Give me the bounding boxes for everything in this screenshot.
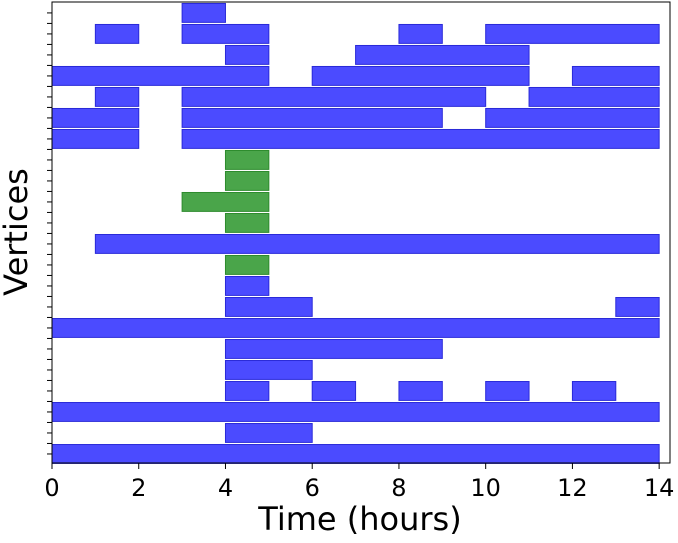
bar-segment xyxy=(224,381,270,401)
bar-segment xyxy=(181,191,270,212)
bar-segment xyxy=(355,44,530,65)
bar-segment xyxy=(51,318,660,338)
x-axis-label: Time (hours) xyxy=(257,500,461,538)
bar-segment xyxy=(224,149,270,170)
bar-segment xyxy=(94,86,140,107)
x-tick-label: 6 xyxy=(305,474,320,502)
x-tick-label: 12 xyxy=(557,474,588,502)
bar-segment xyxy=(571,65,660,86)
bar-segment xyxy=(51,107,140,128)
bar-segment xyxy=(51,402,660,422)
x-tick-label: 2 xyxy=(131,474,146,502)
bar-segment xyxy=(224,275,270,296)
bar-segment xyxy=(224,254,270,275)
bar-segment xyxy=(224,339,443,359)
bar-segment xyxy=(181,128,660,149)
bar-segment xyxy=(485,381,530,401)
x-tick-label: 0 xyxy=(44,474,59,502)
bar-segment xyxy=(224,297,313,317)
y-axis-label: Vertices xyxy=(0,168,35,296)
bar-segment xyxy=(224,212,270,233)
bar-segment xyxy=(485,23,660,44)
bar-segment xyxy=(311,381,357,401)
bar-segment xyxy=(51,128,140,149)
bar-segment xyxy=(311,65,530,86)
bar-segment xyxy=(398,23,443,44)
x-tick-label: 14 xyxy=(644,474,675,502)
bar-segment xyxy=(528,86,660,107)
bar-segment xyxy=(224,423,313,443)
bar-segment xyxy=(94,233,660,254)
bar-segment xyxy=(615,297,660,317)
bar-segment xyxy=(224,44,270,65)
bar-segment xyxy=(94,23,140,44)
bar-segment xyxy=(51,65,270,86)
x-tick-label: 10 xyxy=(470,474,501,502)
bar-segment xyxy=(224,170,270,191)
bar-segment xyxy=(51,444,660,464)
bar-segment xyxy=(224,360,313,380)
bar-segment xyxy=(485,107,660,128)
bar-segment xyxy=(181,23,270,44)
bar-segment xyxy=(181,107,443,128)
bar-segment xyxy=(571,381,617,401)
x-tick-label: 4 xyxy=(218,474,233,502)
x-tick-label: 8 xyxy=(391,474,406,502)
bar-segment xyxy=(181,86,487,107)
bar-segment xyxy=(398,381,443,401)
bar-segment xyxy=(181,2,226,23)
axes-frame xyxy=(51,1,671,464)
